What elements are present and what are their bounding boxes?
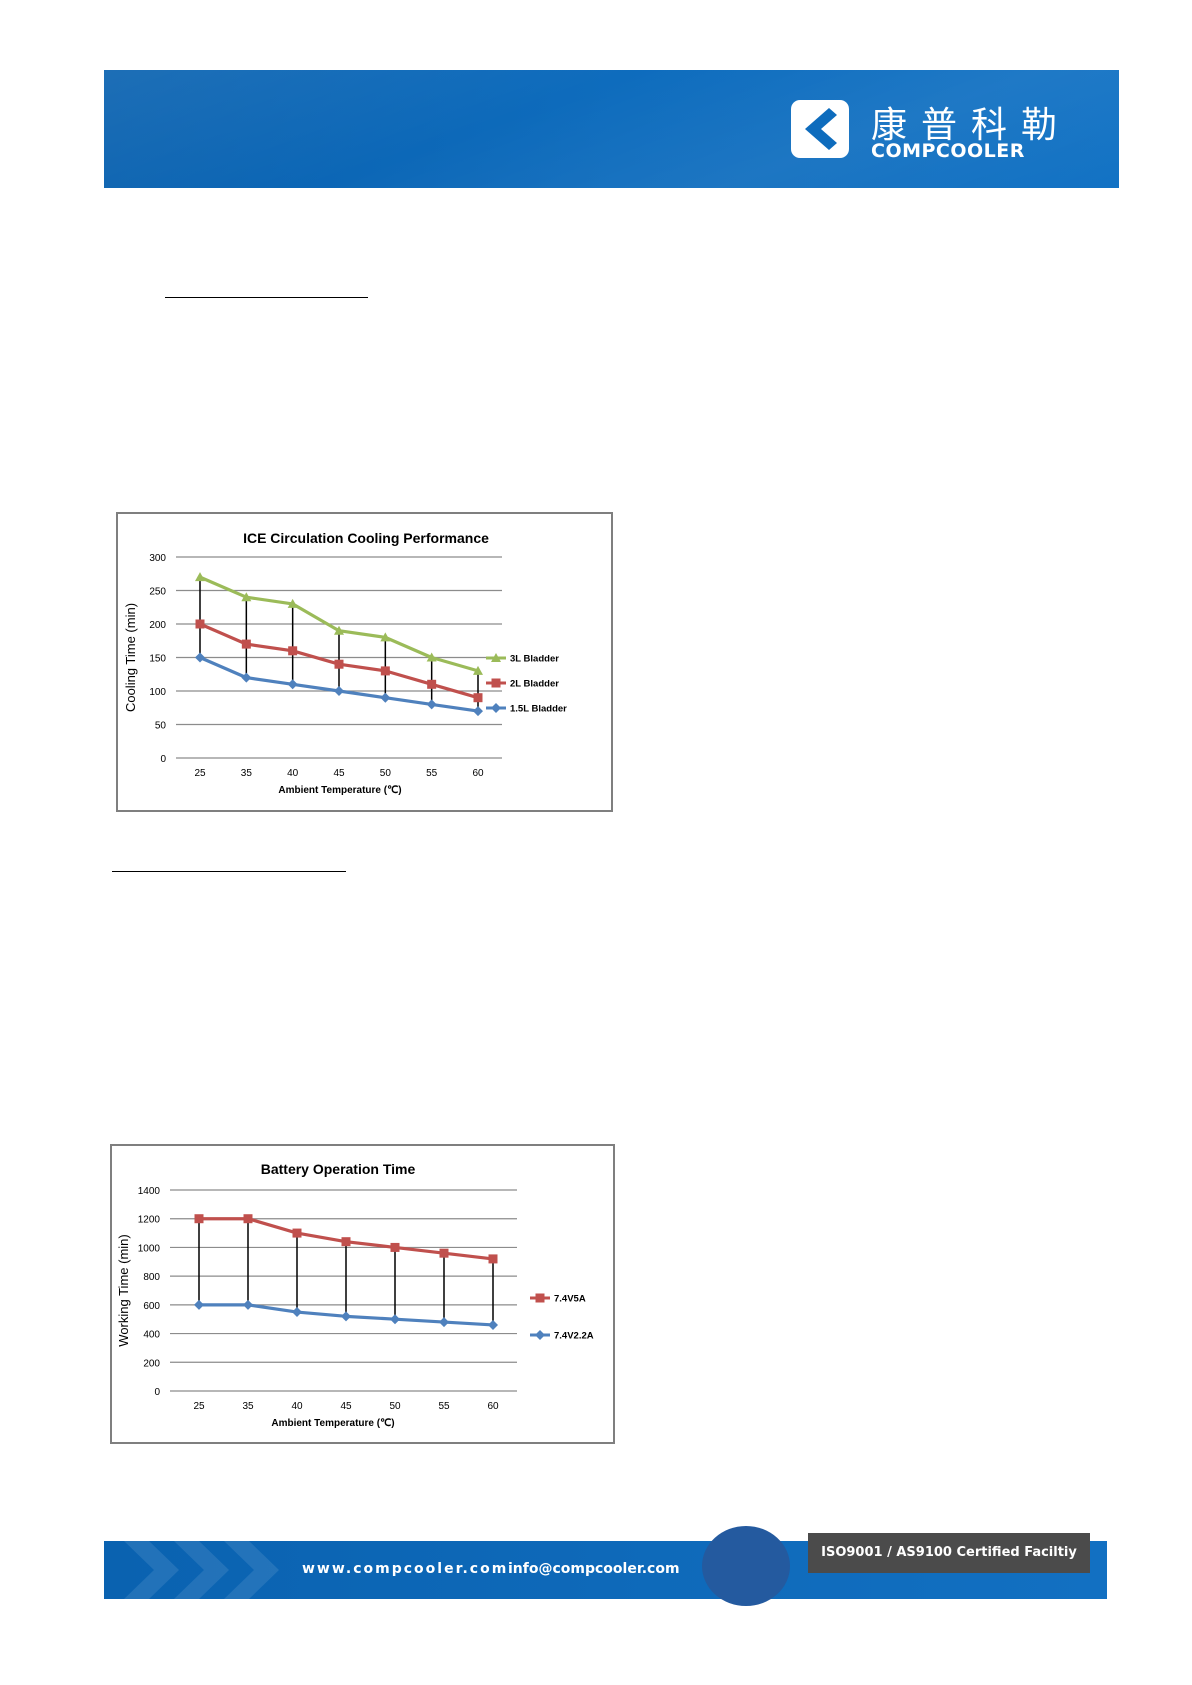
chart2-x-tick-label: 35 [242, 1401, 254, 1412]
chart2-y-axis-label: Working Time (min) [116, 1234, 131, 1346]
chart1-point-1-5l-bladder [426, 699, 437, 710]
chart1-point-1-5l-bladder [241, 672, 252, 683]
chart2-point-7-4v5a [390, 1242, 400, 1252]
chart1-y-tick-label: 150 [149, 654, 166, 665]
chart2-point-7-4v5a [292, 1228, 302, 1238]
chart1-y-tick-label: 200 [149, 620, 166, 631]
header-sheen [104, 70, 1119, 188]
chart1-y-axis-label: Cooling Time (min) [123, 603, 138, 712]
chart1-point-2l-bladder [473, 693, 483, 703]
chart1-y-tick-label: 300 [149, 553, 166, 564]
chart1-point-3l-bladder [195, 572, 205, 582]
chart2-point-7-4v5a [341, 1237, 351, 1247]
chart1-point-2l-bladder [380, 666, 390, 676]
chart1-x-tick-label: 55 [426, 768, 438, 779]
chart1-legend-marker-2l-bladder [491, 678, 501, 688]
chart2-legend-label-7-4v5a: 7.4V5A [554, 1294, 586, 1305]
chart2-x-tick-label: 45 [340, 1401, 352, 1412]
chart2-x-axis-label: Ambient Temperature (℃) [271, 1418, 394, 1429]
chart1-point-3l-bladder [426, 652, 437, 662]
chart1-point-3l-bladder [473, 665, 483, 675]
chart2-point-7-4v2-2a [390, 1314, 400, 1325]
chart2-point-7-4v5a [439, 1248, 449, 1258]
section-heading-rule-2 [112, 871, 346, 872]
chart2-x-tick-label: 40 [291, 1401, 303, 1412]
chart1-point-1-5l-bladder [195, 652, 205, 663]
chart2-point-7-4v2-2a [439, 1317, 449, 1328]
chart1-point-3l-bladder [380, 632, 391, 642]
chart1-x-tick-label: 25 [194, 768, 206, 779]
chart2-y-tick-label: 1200 [138, 1215, 161, 1226]
chart1-point-1-5l-bladder [334, 686, 344, 696]
chart1-point-1-5l-bladder [473, 706, 483, 717]
battery-operation-chart-svg: Battery Operation Time 0 200 400 600 800 1000 1… [116, 1161, 594, 1429]
chart1-x-tick-label: 50 [380, 768, 392, 779]
section-heading-rule-1 [165, 297, 368, 298]
chart1-point-2l-bladder [241, 639, 251, 649]
chart2-x-tick-label: 55 [438, 1401, 450, 1412]
cooling-performance-chart-svg: ICE Circulation Cooling Performance 0 50 10… [123, 530, 567, 796]
chart2-y-tick-label: 200 [143, 1358, 160, 1369]
logo-english-name: COMPCOOLER [871, 140, 1025, 162]
chart1-legend-label-2l-bladder: 2L Bladder [510, 679, 559, 690]
chart1-point-3l-bladder [287, 598, 298, 608]
chart1-x-tick-label: 60 [472, 768, 484, 779]
chart2-point-7-4v2-2a [292, 1307, 302, 1318]
chart1-y-tick-label: 100 [149, 687, 166, 698]
chart1-point-1-5l-bladder [380, 692, 391, 703]
header-banner: 康普科勒 COMPCOOLER [104, 70, 1119, 188]
chart2-y-tick-label: 800 [143, 1272, 160, 1283]
chart2-y-tick-label: 400 [143, 1330, 160, 1341]
chart2-x-tick-label: 25 [193, 1401, 205, 1412]
chart1-x-tick-label: 40 [287, 768, 299, 779]
chart2-y-tick-label: 600 [143, 1301, 160, 1312]
chart1-x-tick-label: 35 [241, 768, 253, 779]
chart2-y-tick-label: 0 [154, 1387, 160, 1398]
chart1-legend-marker-3l-bladder [491, 653, 501, 662]
chart1-point-2l-bladder [427, 679, 437, 689]
footer-website-link[interactable]: www.compcooler.com [302, 1561, 509, 1577]
certification-badge: ISO9001 / AS9100 Certified Faciltiy [808, 1533, 1090, 1573]
chart2-x-tick-label: 60 [487, 1401, 499, 1412]
chart1-title: ICE Circulation Cooling Performance [243, 530, 489, 546]
chart1-y-tick-label: 0 [160, 754, 166, 765]
chart2-point-7-4v5a [243, 1214, 253, 1224]
chart2-y-tick-label: 1400 [138, 1186, 161, 1197]
chart2-point-7-4v5a [194, 1214, 204, 1224]
chart2-point-7-4v2-2a [341, 1311, 351, 1322]
chart2-y-tick-label: 1000 [138, 1243, 161, 1254]
logo-chinese-name: 康普科勒 [871, 105, 1072, 146]
chart1-point-2l-bladder [288, 646, 298, 656]
chart1-y-tick-label: 50 [155, 721, 167, 732]
chart1-point-3l-bladder [334, 625, 344, 635]
footer-email-link[interactable]: info@compcooler.com [508, 1561, 680, 1577]
footer-chevrons-icon [124, 1541, 279, 1599]
chart2-point-7-4v5a [488, 1254, 498, 1264]
chart1-point-2l-bladder [195, 619, 205, 629]
chart1-y-tick-label: 250 [149, 587, 166, 598]
chart1-x-axis-label: Ambient Temperature (℃) [278, 785, 401, 796]
chart1-legend-marker-1-5l-bladder [491, 703, 501, 713]
chart2-legend-label-7-4v2-2a: 7.4V2.2A [554, 1331, 594, 1342]
cooling-performance-chart: ICE Circulation Cooling Performance 0 50 10… [116, 512, 613, 812]
chart2-point-7-4v2-2a [243, 1299, 253, 1310]
chart1-point-3l-bladder [241, 592, 252, 602]
chart1-x-tick-label: 45 [333, 768, 345, 779]
chart2-legend-marker-7-4v5a [535, 1293, 545, 1303]
page-number-circle [702, 1526, 790, 1606]
chart2-point-7-4v2-2a [488, 1319, 498, 1330]
chart2-point-7-4v2-2a [194, 1299, 204, 1310]
logo-mark-icon [791, 100, 849, 158]
chart1-legend-label-3l-bladder: 3L Bladder [510, 654, 559, 665]
company-logo: 康普科勒 COMPCOOLER [791, 100, 1091, 162]
chart2-legend-marker-7-4v2-2a [535, 1330, 545, 1340]
battery-operation-chart: Battery Operation Time 0 200 400 600 800 1000 1… [110, 1144, 615, 1444]
chart2-title: Battery Operation Time [261, 1161, 416, 1177]
chart1-legend-label-1-5l-bladder: 1.5L Bladder [510, 704, 567, 715]
chart1-point-2l-bladder [334, 659, 344, 669]
chart1-point-1-5l-bladder [287, 679, 298, 690]
chart2-x-tick-label: 50 [389, 1401, 401, 1412]
